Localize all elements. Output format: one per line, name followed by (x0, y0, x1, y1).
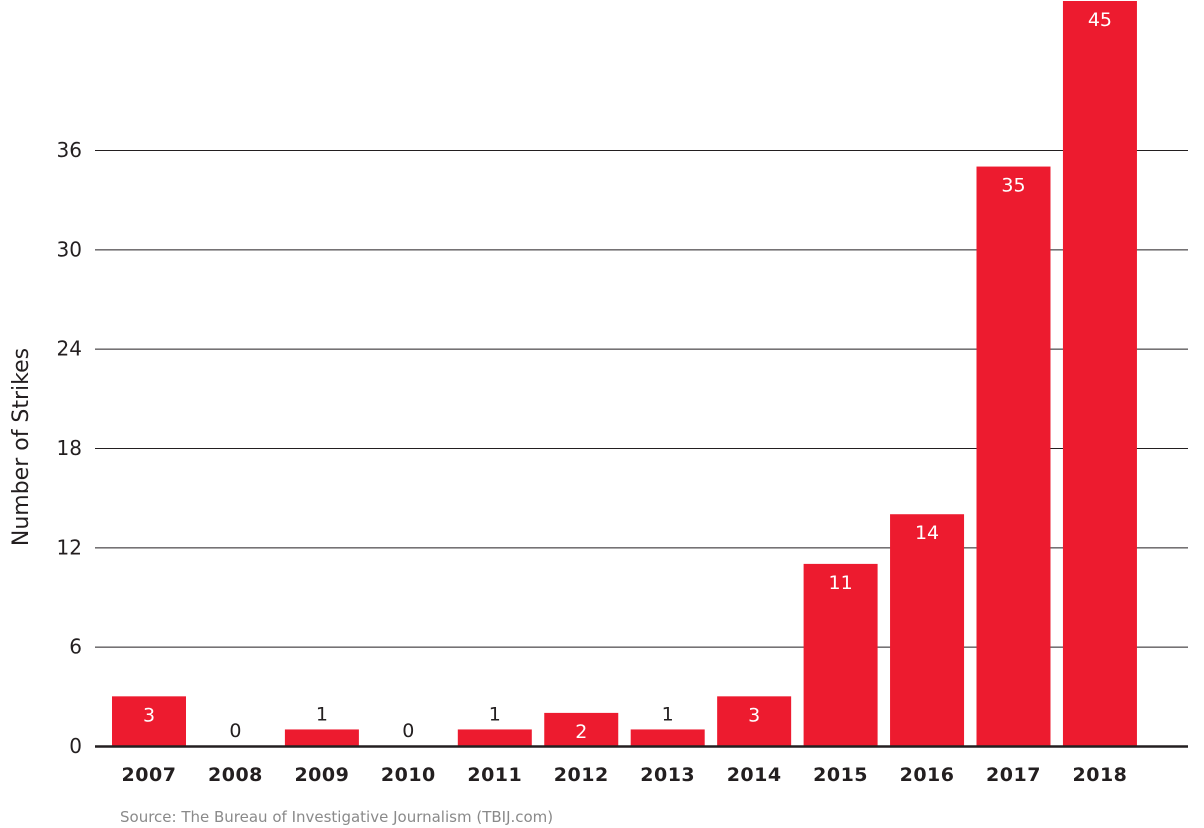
bars: 3 0 1 0 1 2 1 3 11 14 35 45 (112, 0, 1137, 747)
bar-2017 (976, 166, 1051, 747)
y-tick-0: 0 (69, 734, 82, 758)
y-tick-18: 18 (57, 436, 82, 460)
x-tick-2010: 2010 (381, 764, 436, 786)
x-tick-2013: 2013 (640, 764, 695, 786)
x-tick-2018: 2018 (1073, 764, 1128, 786)
y-axis-label: Number of Strikes (9, 348, 34, 546)
x-tick-2008: 2008 (208, 764, 263, 786)
x-tick-2017: 2017 (986, 764, 1041, 786)
y-tick-12: 12 (57, 535, 82, 559)
data-label-2012: 2 (575, 721, 587, 743)
x-tick-2009: 2009 (294, 764, 349, 786)
bar-2013 (630, 729, 705, 746)
data-label-2017: 35 (1001, 175, 1025, 197)
y-tick-24: 24 (57, 337, 82, 361)
data-label-2015: 11 (829, 572, 853, 594)
data-label-2010: 0 (402, 720, 414, 742)
source-note: Source: The Bureau of Investigative Jour… (120, 808, 553, 826)
data-label-2009: 1 (316, 703, 328, 725)
data-label-2011: 1 (489, 703, 501, 725)
data-label-2014: 3 (748, 704, 760, 726)
bar-2016 (890, 514, 965, 746)
x-tick-2014: 2014 (727, 764, 782, 786)
x-axis-ticks: 2007 2008 2009 2010 2011 2012 2013 2014 2015 2016… (122, 764, 1128, 786)
data-label-2018: 45 (1088, 9, 1112, 31)
bar-2018 (1062, 0, 1137, 746)
data-label-2007: 3 (143, 704, 155, 726)
bar-2009 (284, 729, 359, 746)
y-tick-36: 36 (57, 138, 82, 162)
y-axis-ticks: 0 6 12 18 24 30 36 (57, 138, 82, 758)
x-tick-2012: 2012 (554, 764, 609, 786)
data-label-2013: 1 (662, 703, 674, 725)
x-tick-2015: 2015 (813, 764, 868, 786)
x-tick-2007: 2007 (122, 764, 177, 786)
bar-2011 (457, 729, 532, 746)
bar-2012 (544, 712, 619, 746)
bar-2015 (803, 563, 878, 746)
y-tick-6: 6 (69, 635, 82, 659)
bar-2014 (717, 696, 792, 746)
x-tick-2011: 2011 (467, 764, 522, 786)
data-label-2016: 14 (915, 522, 939, 544)
y-tick-30: 30 (57, 237, 82, 261)
bar-2007 (112, 696, 186, 746)
x-tick-2016: 2016 (900, 764, 955, 786)
data-label-2008: 0 (229, 720, 241, 742)
